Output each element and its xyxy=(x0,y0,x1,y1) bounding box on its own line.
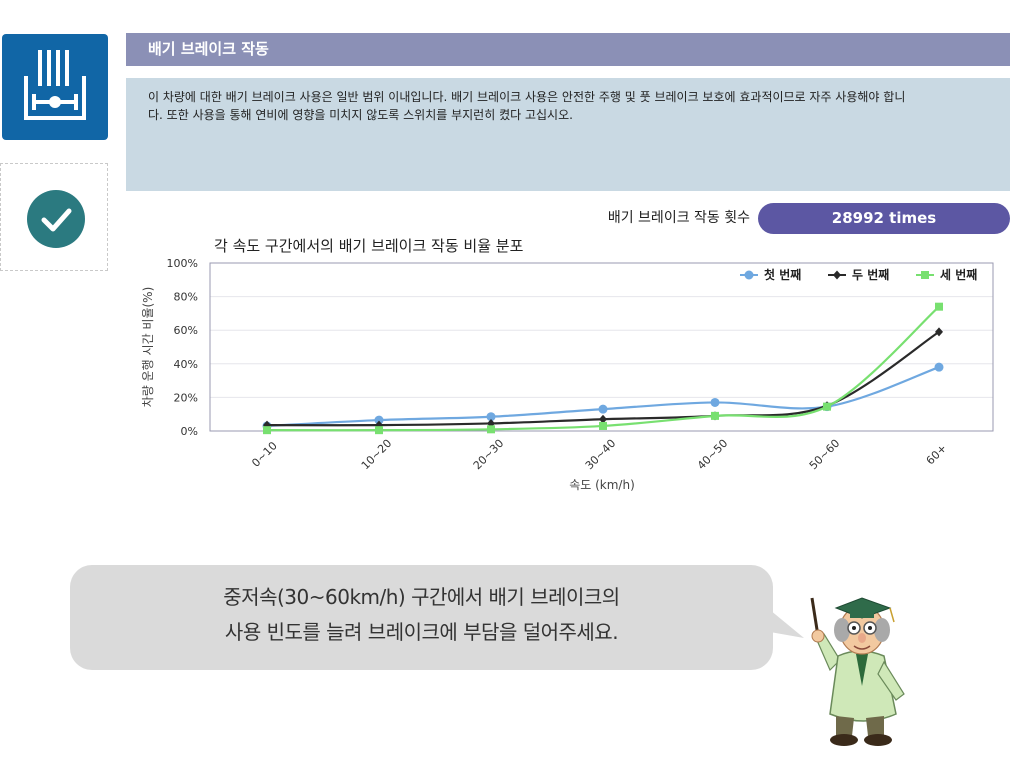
data-point-series-1 xyxy=(710,397,720,407)
data-point-series-3 xyxy=(935,302,943,311)
data-point-series-2 xyxy=(599,414,607,424)
brake-count-label: 배기 브레이크 작동 횟수 xyxy=(607,210,750,226)
exhaust-brake-logo xyxy=(2,34,108,140)
advice-line-2: 사용 빈도를 늘려 브레이크에 부담을 덜어주세요. xyxy=(224,620,619,644)
y-axis-label: 차량 운행 시간 비율(%) xyxy=(140,287,155,408)
x-axis-label: 속도 (km/h) xyxy=(569,478,635,492)
legend-marker xyxy=(921,271,929,279)
data-point-series-1 xyxy=(486,412,496,422)
check-icon xyxy=(41,208,72,232)
y-tick-label: 20% xyxy=(174,391,198,404)
x-tick-label: 20~30 xyxy=(471,437,507,473)
y-tick-label: 80% xyxy=(174,291,198,304)
data-point-series-3 xyxy=(375,426,383,435)
data-point-series-3 xyxy=(711,411,719,420)
x-tick-label: 40~50 xyxy=(695,437,731,473)
status-badge xyxy=(27,190,85,248)
legend-marker xyxy=(744,270,754,280)
description-line-1: 이 차량에 대한 배기 브레이크 사용은 일반 범위 이내입니다. 배기 브레이… xyxy=(148,90,906,104)
y-tick-label: 40% xyxy=(174,358,198,371)
x-tick-label: 10~20 xyxy=(359,437,395,473)
status-panel xyxy=(0,163,108,271)
plot-frame xyxy=(209,262,994,432)
chart-title: 각 속도 구간에서의 배기 브레이크 작동 비율 분포 xyxy=(214,237,524,255)
advice-bubble xyxy=(70,565,773,670)
legend-label: 두 번째 xyxy=(852,267,889,282)
brake-count-value: 28992 times xyxy=(758,203,1010,234)
legend-label: 세 번째 xyxy=(940,267,977,282)
advice-text: 중저속(30~60km/h) 구간에서 배기 브레이크의 사용 빈도를 늘려 브… xyxy=(70,580,773,650)
data-point-series-1 xyxy=(598,404,608,414)
data-point-series-1 xyxy=(934,362,944,372)
advice-line-1: 중저속(30~60km/h) 구간에서 배기 브레이크의 xyxy=(223,585,620,609)
legend-marker xyxy=(833,270,841,280)
professor-character-icon xyxy=(810,597,905,746)
x-tick-label: 30~40 xyxy=(583,437,619,473)
description-box: 이 차량에 대한 배기 브레이크 사용은 일반 범위 이내입니다. 배기 브레이… xyxy=(126,78,1010,191)
x-tick-label: 50~60 xyxy=(807,437,843,473)
section-title: 배기 브레이크 작동 xyxy=(126,33,1010,66)
data-point-series-2 xyxy=(935,327,943,337)
y-tick-label: 100% xyxy=(167,257,198,270)
description-line-2: 다. 또한 사용을 통해 연비에 영향을 미치지 않도록 스위치를 부지런히 켰… xyxy=(148,108,573,122)
speed-band-line-chart: 0% 20% 40% 60% 80% 100% 0~10 10~20 20~30 30~40 40… xyxy=(140,257,994,492)
data-point-series-3 xyxy=(263,426,271,435)
data-point-series-3 xyxy=(823,402,831,411)
x-tick-label: 60+ xyxy=(924,442,950,468)
x-tick-label: 0~10 xyxy=(249,439,280,470)
data-point-series-3 xyxy=(487,425,495,434)
y-tick-label: 60% xyxy=(174,324,198,337)
y-tick-label: 0% xyxy=(181,425,198,438)
legend-label: 첫 번째 xyxy=(764,267,801,282)
bubble-tail xyxy=(770,610,804,638)
exhaust-brake-icon xyxy=(24,50,86,120)
data-point-series-3 xyxy=(599,421,607,430)
data-point-series-1 xyxy=(374,415,384,425)
